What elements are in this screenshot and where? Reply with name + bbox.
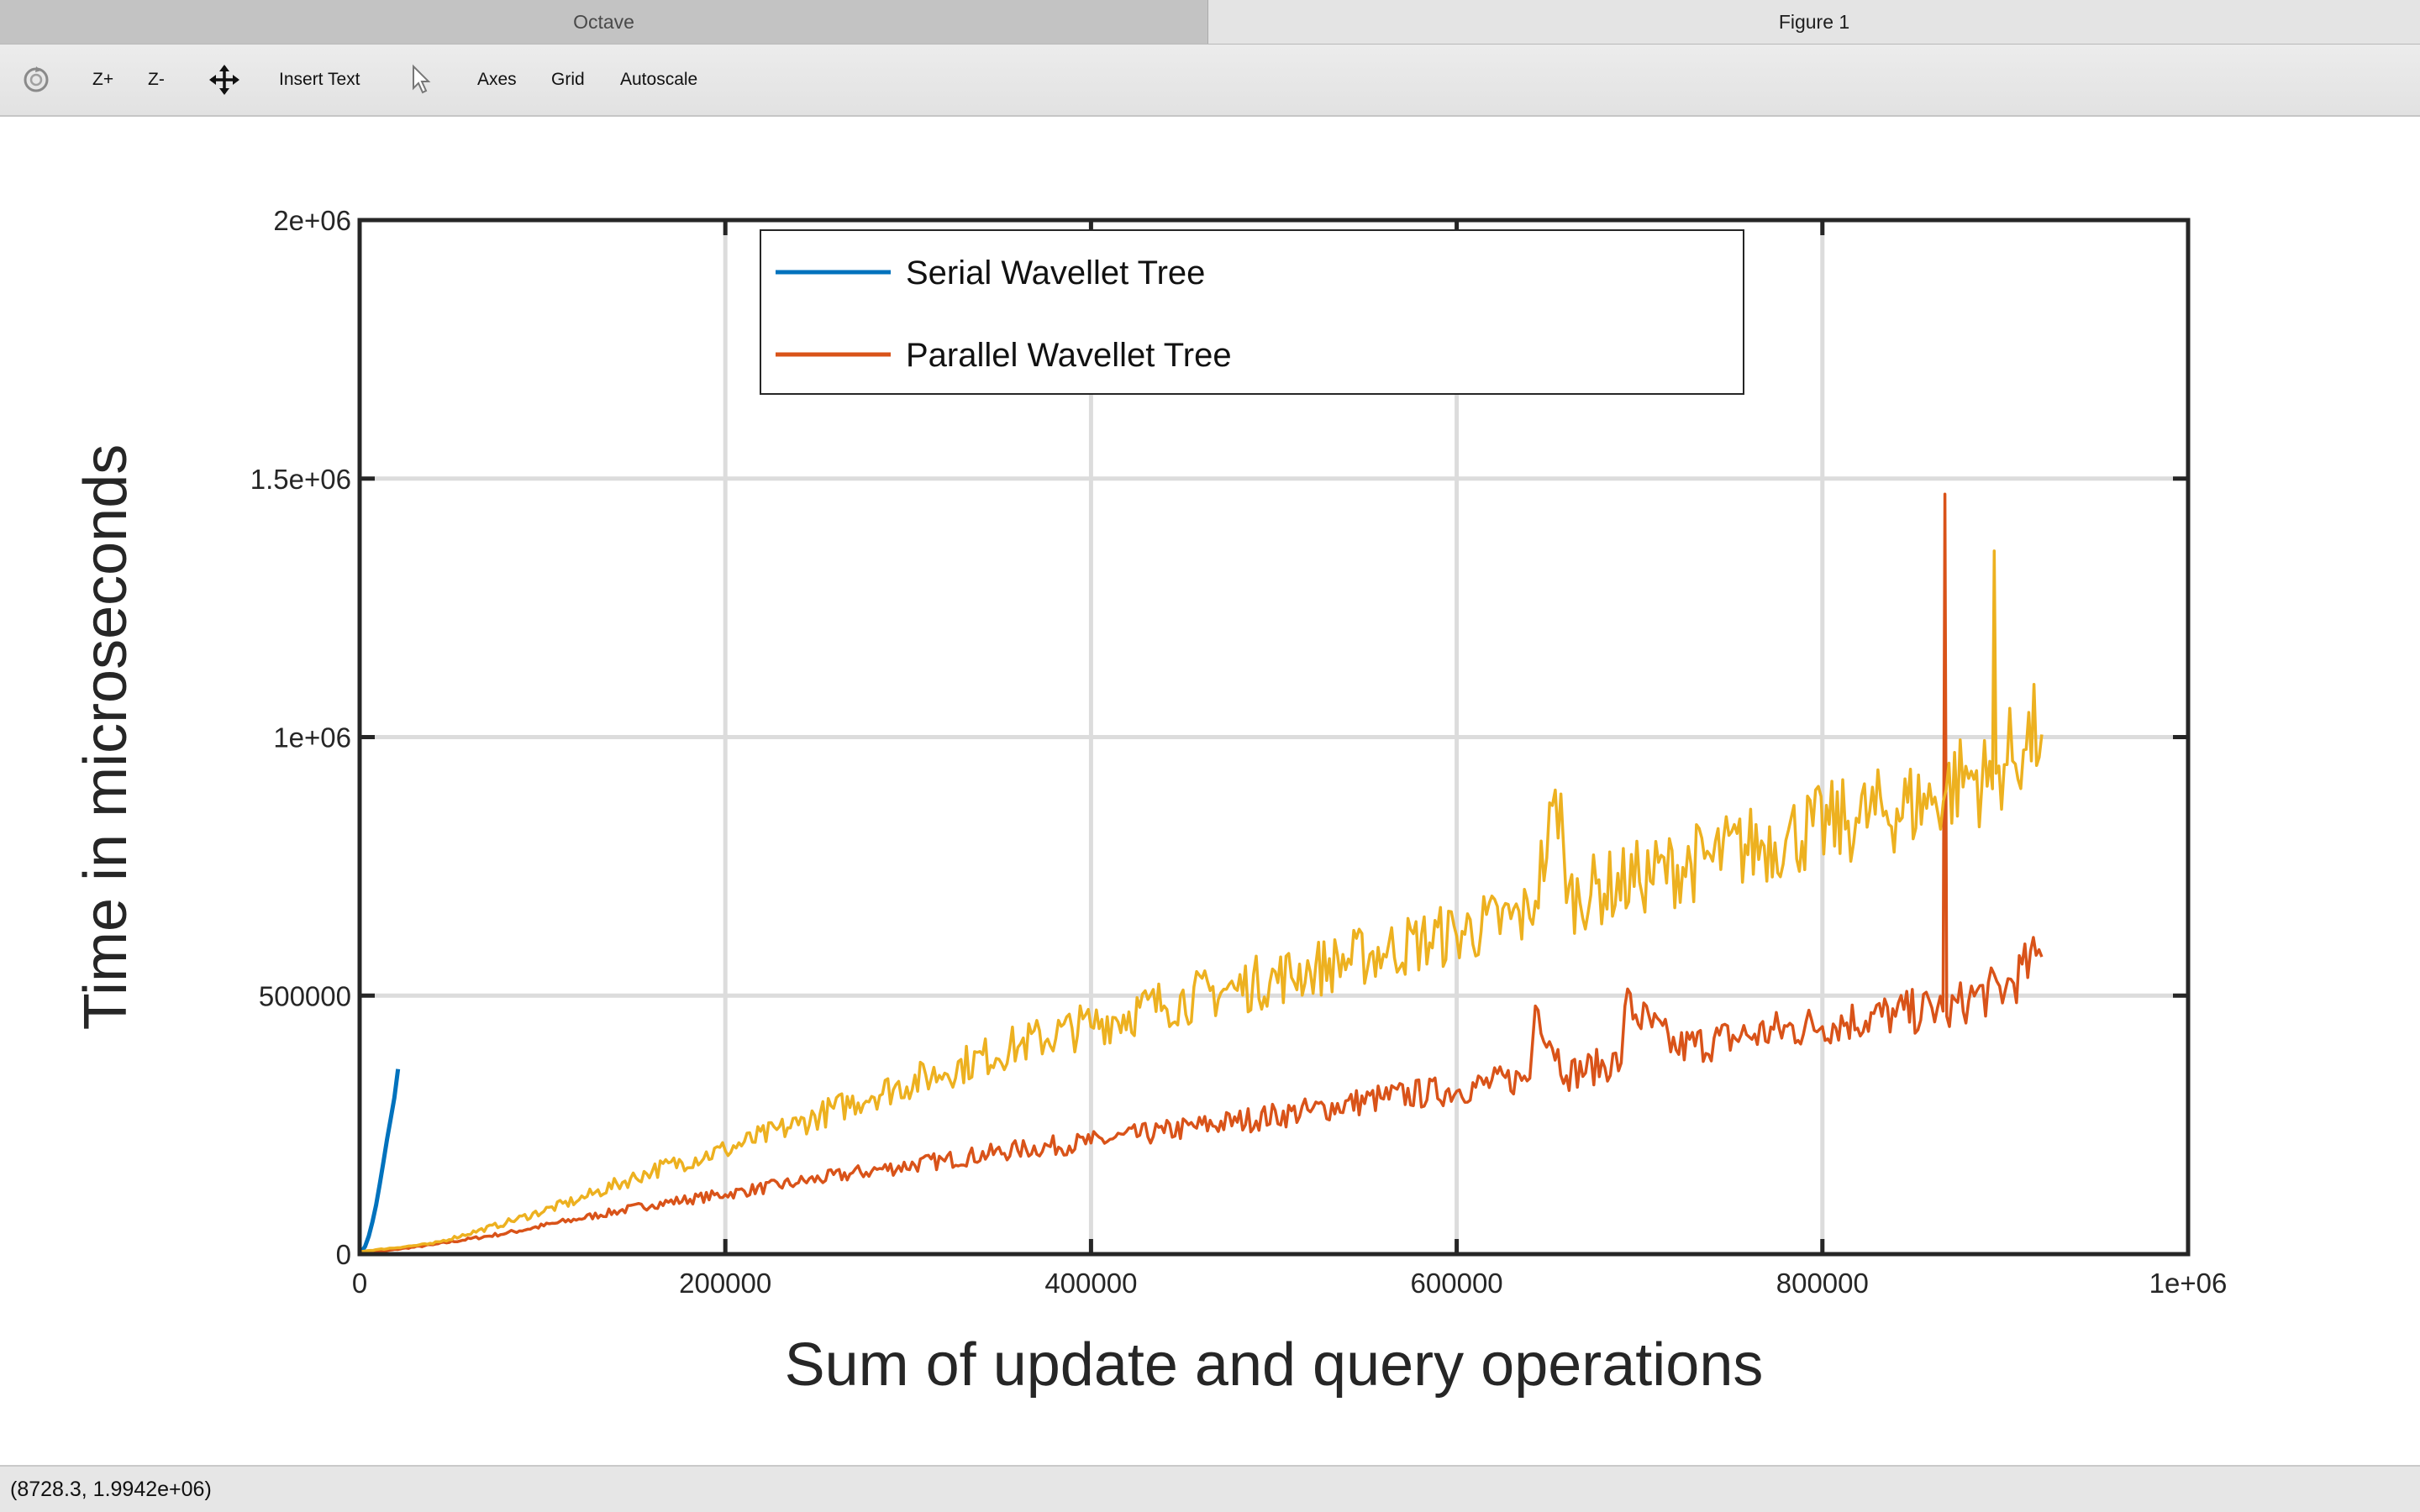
rotate-button[interactable] — [20, 45, 52, 115]
series-lines — [359, 492, 2044, 1256]
legend-entry-label: Serial Wavellet Tree — [906, 255, 1205, 291]
y-tick-label: 2e+06 — [273, 205, 351, 236]
grid-button[interactable]: Grid — [551, 45, 585, 115]
x-tick-label: 200000 — [679, 1268, 771, 1299]
y-tick-label: 1e+06 — [273, 722, 351, 753]
insert-text-label: Insert Text — [279, 70, 360, 89]
x-tick-label: 600000 — [1411, 1268, 1503, 1299]
x-tick-label: 400000 — [1044, 1268, 1137, 1299]
arrow-cursor-icon — [413, 64, 431, 94]
pan-button[interactable] — [208, 45, 240, 115]
insert-text-button[interactable]: Insert Text — [279, 45, 360, 115]
x-tick-label: 0 — [352, 1268, 367, 1299]
x-tick-label: 800000 — [1776, 1268, 1869, 1299]
zoom-in-button[interactable]: Z+ — [92, 45, 113, 115]
figure-canvas[interactable]: 0 200000 400000 600000 800000 1e+06 0 500000 1e+… — [0, 117, 2420, 1464]
axis-ticks — [357, 218, 2191, 1257]
legend: Serial Wavellet Tree Parallel Wavellet Tr… — [760, 229, 1744, 395]
status-bar: (8728.3, 1.9942e+06) — [0, 1465, 2420, 1512]
tab-figure-1[interactable]: Figure 1 — [1208, 0, 2420, 44]
y-axis-label: Time in microseconds — [72, 444, 139, 1031]
line-chart[interactable]: 0 200000 400000 600000 800000 1e+06 0 500000 1e+… — [0, 117, 2420, 1464]
figure-toolbar: Z+ Z- Insert Text Axes Grid Autoscale — [0, 45, 2420, 117]
grid-label: Grid — [551, 70, 585, 89]
zoom-in-label: Z+ — [92, 70, 114, 89]
y-tick-label: 0 — [336, 1239, 351, 1270]
zoom-out-label: Z- — [148, 70, 165, 89]
axes-button[interactable]: Axes — [477, 45, 517, 115]
zoom-out-button[interactable]: Z- — [148, 45, 165, 115]
x-axis-label: Sum of update and query operations — [785, 1331, 1764, 1399]
legend-box — [760, 229, 1744, 395]
autoscale-button[interactable]: Autoscale — [620, 45, 697, 115]
y-tick-label: 1.5e+06 — [250, 464, 351, 495]
tab-octave[interactable]: Octave — [0, 0, 1208, 44]
legend-entry-label: Parallel Wavellet Tree — [906, 337, 1232, 374]
cursor-coordinates: (8728.3, 1.9942e+06) — [10, 1477, 212, 1501]
series-line-1 — [360, 1068, 401, 1253]
tab-bar: Octave Figure 1 — [0, 0, 2420, 45]
series-line-2 — [359, 492, 2044, 1256]
series-line-3 — [359, 549, 2044, 1253]
y-tick-label: 500000 — [259, 980, 351, 1011]
autoscale-label: Autoscale — [620, 70, 698, 89]
tab-octave-label: Octave — [573, 10, 634, 33]
tab-figure-1-label: Figure 1 — [1778, 10, 1850, 33]
x-tick-label: 1e+06 — [2149, 1268, 2228, 1299]
tick-labels: 0 200000 400000 600000 800000 1e+06 0 500000 1e+… — [250, 205, 2228, 1299]
pan-icon — [209, 65, 239, 95]
rotate-icon — [24, 66, 49, 92]
select-button[interactable] — [410, 45, 434, 115]
axes-label: Axes — [477, 70, 517, 89]
